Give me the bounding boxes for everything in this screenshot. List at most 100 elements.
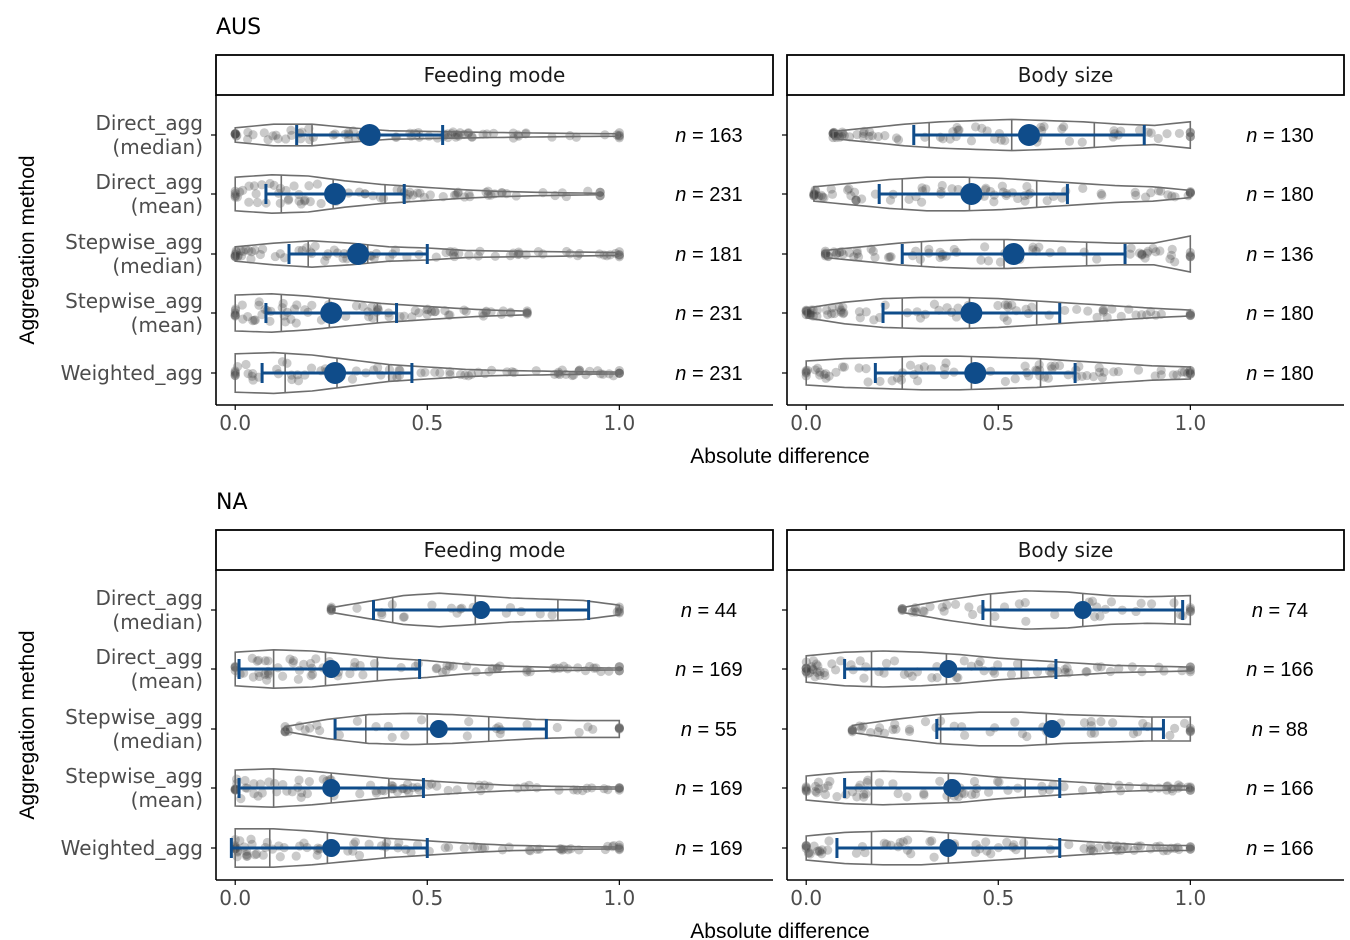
n-label: n = 163: [675, 125, 742, 147]
mean-point: [960, 302, 983, 324]
jitter-point: [816, 190, 827, 200]
jitter-point: [870, 252, 880, 263]
jitter-point: [248, 375, 258, 385]
jitter-point: [1143, 127, 1153, 137]
jitter-point: [567, 370, 577, 381]
violin-row: n = 180: [809, 176, 1314, 212]
violin-row: n = 74: [897, 590, 1308, 630]
violin-outline: [234, 828, 621, 868]
jitter-point: [802, 365, 813, 375]
jitter-point: [600, 130, 610, 140]
jitter-point: [296, 199, 306, 209]
jitter-point: [1082, 370, 1092, 381]
jitter-point: [1125, 249, 1135, 259]
jitter-point: [300, 195, 310, 205]
jitter-point: [1088, 372, 1099, 382]
jitter-point: [950, 599, 961, 610]
jitter-point: [1010, 374, 1020, 384]
category-label-line: (median): [112, 729, 203, 753]
jitter-point: [880, 131, 890, 141]
jitter-point: [244, 197, 254, 207]
jitter-point: [1072, 304, 1082, 315]
jitter-point: [431, 664, 441, 674]
jitter-point: [863, 775, 873, 785]
jitter-point: [255, 779, 265, 789]
jitter-point: [435, 368, 445, 378]
jitter-point: [951, 247, 962, 257]
n-label: n = 130: [1246, 125, 1313, 147]
jitter-point: [855, 656, 865, 666]
jitter-point: [1077, 137, 1087, 147]
jitter-point: [1043, 373, 1053, 383]
jitter-point: [973, 660, 984, 670]
jitter-point: [976, 255, 986, 265]
jitter-point: [588, 724, 598, 734]
n-label-symbol: n: [1246, 184, 1257, 206]
jitter-point: [951, 312, 962, 322]
x-tick-label: 1.0: [603, 886, 635, 910]
category-label: Stepwise_agg (mean): [65, 289, 203, 337]
jitter-point: [233, 250, 243, 261]
jitter-point: [614, 247, 624, 257]
jitter-point: [1154, 662, 1164, 672]
n-label: n = 169: [675, 778, 742, 800]
jitter-point: [1098, 305, 1109, 315]
jitter-point: [827, 303, 837, 313]
jitter-point: [861, 363, 871, 374]
jitter-point: [812, 305, 823, 315]
jitter-point: [1101, 843, 1111, 853]
jitter-point: [1155, 841, 1165, 851]
n-label: n = 166: [1246, 659, 1313, 681]
jitter-point: [1106, 597, 1117, 607]
jitter-point: [243, 127, 253, 138]
jitter-point: [238, 246, 248, 256]
jitter-point: [875, 376, 885, 386]
jitter-point: [594, 249, 605, 259]
jitter-point: [1137, 310, 1147, 320]
jitter-point: [547, 610, 557, 620]
category-label: Stepwise_agg (median): [65, 705, 203, 753]
jitter-point: [1011, 845, 1021, 855]
jitter-point: [1105, 666, 1116, 677]
jitter-point: [1047, 364, 1057, 374]
jitter-point: [1086, 844, 1096, 854]
jitter-point: [257, 180, 267, 190]
violin-outline: [805, 355, 1192, 391]
violin-outline: [832, 118, 1192, 152]
category-label: Direct_agg (mean): [95, 170, 203, 218]
jitter-point: [242, 851, 252, 861]
jitter-point: [582, 783, 592, 793]
n-label-value: = 166: [1257, 778, 1313, 800]
jitter-point: [241, 359, 251, 370]
violin-outline: [330, 592, 621, 628]
jitter-point: [1109, 126, 1119, 136]
jitter-point: [422, 309, 432, 319]
jitter-point: [831, 665, 841, 675]
jitter-point: [1165, 254, 1175, 264]
jitter-point: [864, 127, 875, 137]
jitter-point: [287, 130, 297, 140]
jitter-point: [286, 125, 296, 135]
jitter-point: [1028, 245, 1038, 255]
jitter-point: [294, 775, 304, 785]
jitter-point: [1090, 612, 1100, 622]
jitter-point: [467, 132, 477, 142]
jitter-point: [231, 246, 241, 256]
jitter-point: [248, 368, 258, 379]
jitter-point: [294, 196, 304, 206]
jitter-point: [502, 367, 512, 377]
jitter-point: [807, 662, 817, 672]
jitter-point: [804, 668, 814, 678]
jitter-point: [982, 126, 992, 136]
jitter-point: [920, 717, 931, 727]
jitter-point: [999, 312, 1009, 322]
jitter-point: [247, 653, 257, 663]
jitter-point: [251, 189, 261, 199]
jitter-point: [609, 840, 619, 851]
jitter-point: [1111, 843, 1121, 853]
jitter-point: [420, 367, 430, 378]
strip-box: [786, 529, 1345, 571]
jitter-point: [462, 731, 472, 741]
